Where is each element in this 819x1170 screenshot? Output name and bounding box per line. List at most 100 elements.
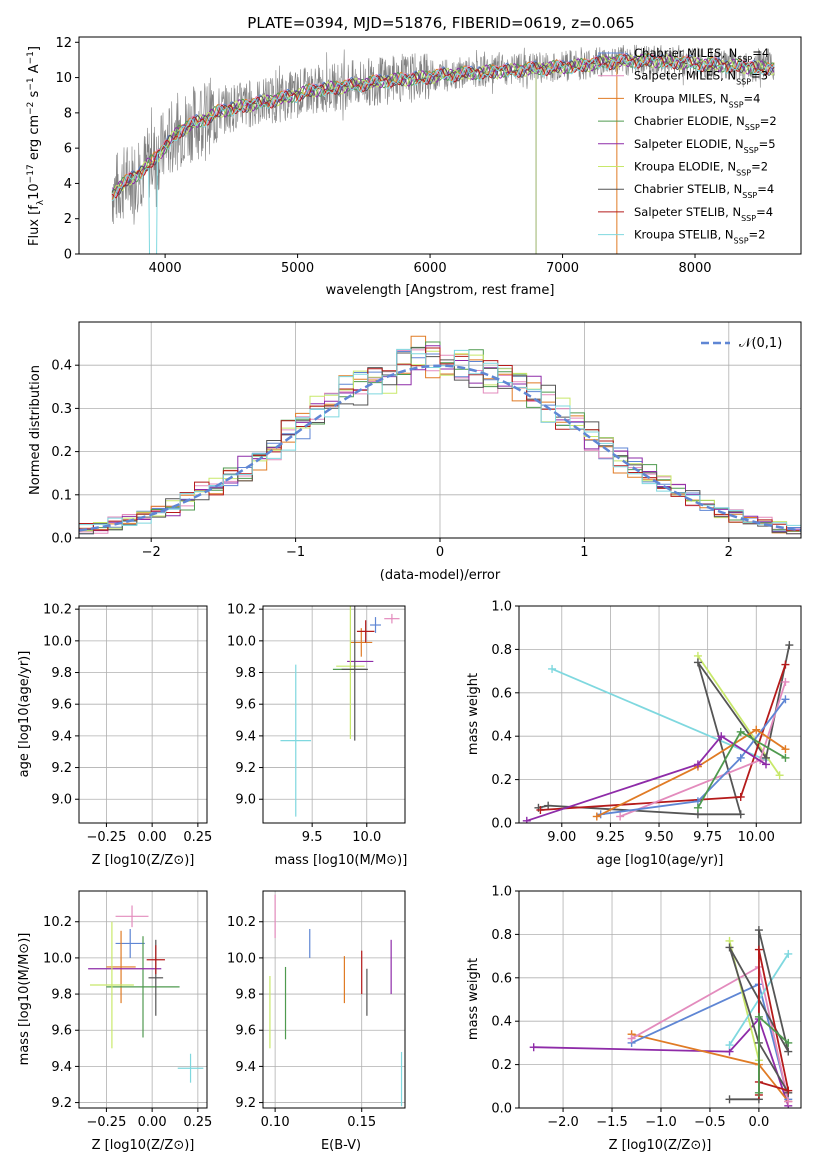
x-tick-label: 0.00 [138, 830, 167, 845]
x-tick-label: −1 [286, 545, 305, 560]
x-tick-label: 10.0 [352, 830, 381, 845]
axes-frame [78, 605, 208, 824]
y-tick-label: 9.6 [51, 1024, 72, 1039]
y-tick-label: 6 [64, 142, 72, 157]
legend-entry: Kroupa STELIB, NSSP=2 [634, 228, 765, 246]
legend-entry: Chabrier ELODIE, NSSP=2 [634, 114, 777, 132]
axes-frame [262, 605, 406, 824]
y-tick-label: 0.4 [51, 359, 72, 374]
y-tick-label: 0.6 [491, 971, 512, 986]
mass-vs-z-axes-plot [88, 905, 204, 1083]
y-tick-label: 9.0 [51, 793, 72, 808]
weight-vs-age-axes-ylabel: mass weight [466, 673, 481, 755]
y-tick-label: 9.4 [51, 1060, 72, 1075]
x-tick-label: 5000 [281, 261, 314, 276]
weight-series-2 [538, 644, 791, 816]
spectrum-axes [75, 41, 696, 258]
x-tick-label: 10.00 [738, 830, 775, 845]
age-vs-z-axes-ylabel: age [log10(age/yr)] [17, 651, 32, 778]
y-tick-label: 9.2 [51, 761, 72, 776]
weight-series-5 [600, 698, 787, 816]
histogram-ylabel: Normed distribution [28, 365, 43, 495]
legend-entry: Salpeter ELODIE, NSSP=5 [634, 137, 776, 155]
weight-series-7 [526, 735, 767, 822]
x-tick-label: 1 [580, 545, 588, 560]
axes-frame [78, 321, 802, 539]
x-tick-label: 8000 [678, 261, 711, 276]
y-tick-label: 0.2 [51, 445, 72, 460]
histogram-series-7 [79, 347, 801, 532]
y-tick-label: 9.2 [235, 1096, 256, 1111]
y-tick-label: 0.8 [491, 643, 512, 658]
observed-spectrum [111, 44, 775, 225]
weight-series-0 [533, 1017, 790, 1107]
x-tick-label: 0.15 [347, 1115, 376, 1130]
x-tick-label: −0.25 [87, 830, 127, 845]
x-tick-label: −1.5 [596, 1115, 628, 1130]
y-tick-label: 0.4 [491, 730, 512, 745]
x-tick-label: −2 [142, 545, 161, 560]
legend-entry: Kroupa MILES, NSSP=4 [634, 91, 760, 109]
legend-entry: Kroupa ELODIE, NSSP=2 [634, 160, 768, 178]
legend-entry: Salpeter MILES, NSSP=3 [634, 69, 768, 87]
model-line-7 [111, 54, 775, 199]
axes-frame [78, 36, 802, 255]
y-tick-label: 9.2 [235, 761, 256, 776]
y-tick-label: 9.8 [51, 666, 72, 681]
y-tick-label: 10.2 [227, 915, 256, 930]
x-tick-label: 0.00 [138, 1115, 167, 1130]
histogram-plot [79, 335, 801, 535]
y-tick-label: 0.0 [491, 1102, 512, 1117]
y-tick-label: 0.6 [491, 686, 512, 701]
y-tick-label: 0.0 [51, 532, 72, 547]
y-tick-label: 0.3 [51, 402, 72, 417]
y-tick-label: 12 [55, 36, 72, 51]
x-tick-label: 0.25 [183, 1115, 212, 1130]
mass-vs-ebv-axes-xlabel: E(B-V) [321, 1138, 361, 1153]
mass-vs-ebv-axes [259, 891, 405, 1112]
weight-vs-z-axes-ylabel: mass weight [466, 958, 481, 1040]
spectrum-title: PLATE=0394, MJD=51876, FIBERID=0619, z=0… [247, 14, 634, 32]
x-tick-label: 7000 [546, 261, 579, 276]
spectrum-ylabel: Flux [fλ10−17 erg cm−2 s−1 A−1] [26, 46, 46, 246]
y-tick-label: 9.8 [235, 666, 256, 681]
axes-frame [262, 890, 406, 1109]
model-line-8 [112, 54, 775, 254]
age-vs-z-axes [75, 606, 207, 827]
mass-vs-z-axes-xlabel: Z [log10(Z/Z⊙)] [92, 1138, 195, 1153]
model-line-5 [111, 54, 775, 192]
weight-vs-z-axes-xlabel: Z [log10(Z/Z⊙)] [609, 1138, 712, 1153]
x-tick-label: 9.5 [302, 830, 323, 845]
weight-series-7 [758, 949, 790, 1095]
y-tick-label: 0.0 [491, 817, 512, 832]
x-tick-label: −0.25 [87, 1115, 127, 1130]
x-tick-label: −0.5 [694, 1115, 726, 1130]
weight-series-0 [551, 668, 767, 761]
axes-frame [78, 890, 208, 1109]
x-tick-label: 2 [725, 545, 733, 560]
x-tick-label: 9.25 [596, 830, 625, 845]
x-tick-label: 0.0 [749, 1115, 770, 1130]
weight-vs-age-axes-plot [522, 641, 794, 823]
y-tick-label: 0.2 [491, 773, 512, 788]
x-tick-label: 9.75 [693, 830, 722, 845]
mass-vs-z-axes [75, 891, 207, 1112]
x-tick-label: 0 [436, 545, 444, 560]
x-tick-label: 0.10 [261, 1115, 290, 1130]
y-tick-label: 10.2 [227, 603, 256, 618]
axes-frame [518, 605, 802, 824]
y-tick-label: 0.8 [491, 928, 512, 943]
y-tick-label: 1.0 [491, 885, 512, 900]
spectrum-plot [111, 44, 775, 254]
age-vs-mass-axes-plot [280, 606, 400, 817]
x-tick-label: −2.0 [547, 1115, 579, 1130]
y-tick-label: 0.2 [491, 1058, 512, 1073]
weight-vs-age-axes [515, 605, 801, 827]
y-tick-label: 10.0 [43, 951, 72, 966]
y-tick-label: 1.0 [491, 600, 512, 615]
x-tick-label: −1.0 [645, 1115, 677, 1130]
y-tick-label: 10 [55, 71, 72, 86]
y-tick-label: 0.1 [51, 488, 72, 503]
x-tick-label: 9.50 [645, 830, 674, 845]
